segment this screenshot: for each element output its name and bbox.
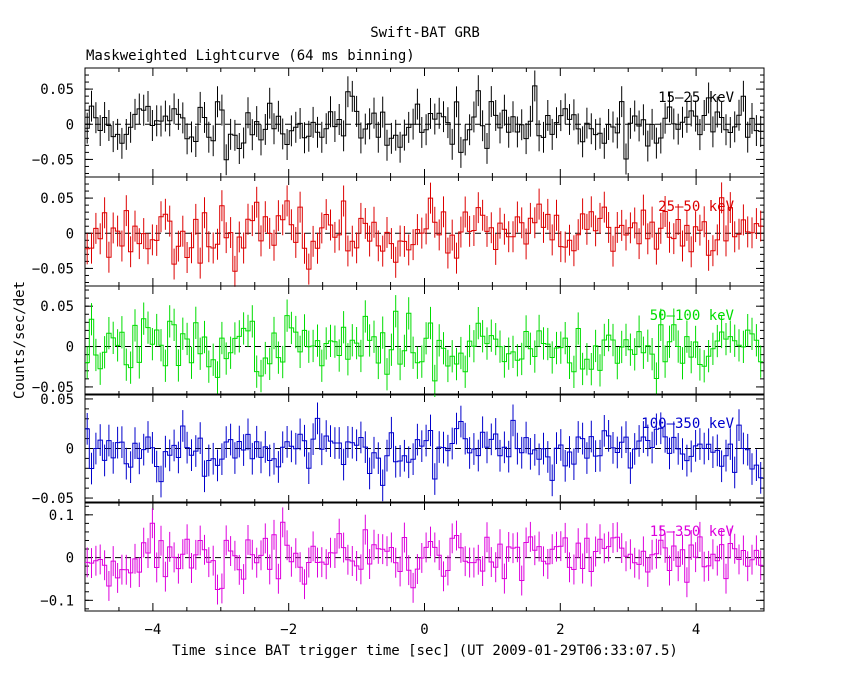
x-axis-label: Time since BAT trigger time [sec] (UT 20… [172, 643, 678, 659]
lightcurve-series [85, 417, 763, 486]
y-tick-label: 0 [66, 226, 74, 242]
y-tick-label: 0 [66, 117, 74, 133]
y-tick-label: −0.05 [32, 380, 74, 396]
y-tick-label: 0 [66, 442, 74, 458]
y-tick-label: 0.05 [40, 299, 74, 315]
chart-subtitle: Maskweighted Lightcurve (64 ms binning) [86, 48, 415, 64]
panel-frame [84, 67, 765, 178]
y-tick-label: −0.05 [32, 491, 74, 507]
y-tick-label: 0.05 [40, 191, 74, 207]
y-axis-label: Counts/sec/det [12, 281, 28, 399]
band-label: 25–50 keV [658, 199, 734, 215]
x-tick-label: 0 [420, 622, 428, 638]
band-label: 100–350 keV [641, 416, 734, 432]
x-tick-label: −2 [280, 622, 297, 638]
x-tick-label: −4 [144, 622, 161, 638]
y-tick-label: 0.05 [40, 82, 74, 98]
lightcurve-series [85, 85, 763, 161]
x-tick-label: 4 [692, 622, 700, 638]
y-tick-label: 0.05 [40, 392, 74, 408]
y-tick-label: −0.05 [32, 261, 74, 277]
y-tick-label: 0 [66, 340, 74, 356]
band-label: 50–100 keV [650, 308, 735, 324]
band-label: 15–350 keV [650, 524, 735, 540]
chart-title: Swift-BAT GRB [370, 25, 480, 41]
lightcurve-series [85, 197, 763, 272]
y-tick-label: 0 [66, 551, 74, 567]
y-tick-label: 0.1 [49, 508, 74, 524]
lightcurve-series [85, 521, 763, 590]
x-tick-label: 2 [556, 622, 564, 638]
y-tick-label: −0.1 [40, 593, 74, 609]
error-bars [86, 70, 762, 176]
y-tick-label: −0.05 [32, 152, 74, 168]
band-label: 15–25 keV [658, 90, 734, 106]
lightcurve-series [85, 310, 763, 382]
